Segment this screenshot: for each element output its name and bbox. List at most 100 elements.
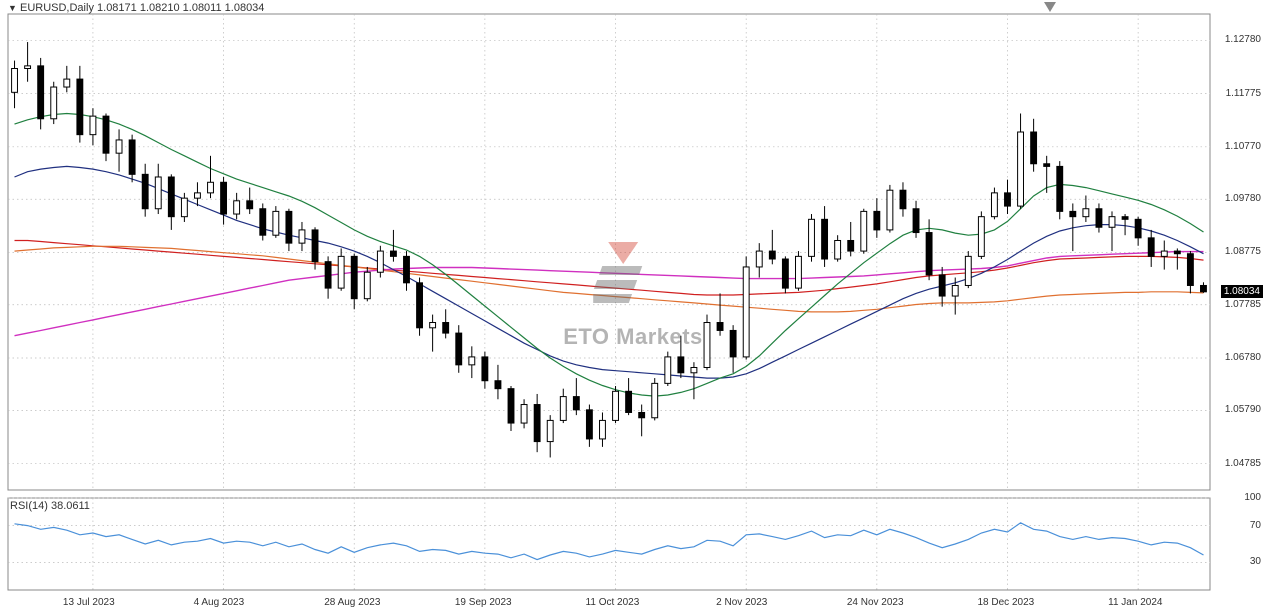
candle[interactable] (926, 233, 932, 275)
candle[interactable] (547, 420, 553, 441)
candle[interactable] (534, 405, 540, 442)
candle[interactable] (756, 251, 762, 267)
candle[interactable] (1109, 217, 1115, 228)
candle[interactable] (678, 357, 684, 373)
candle[interactable] (286, 211, 292, 243)
candle[interactable] (626, 391, 632, 412)
candle[interactable] (796, 256, 802, 288)
candle[interactable] (1005, 193, 1011, 206)
candle[interactable] (952, 285, 958, 296)
ma-navy (15, 166, 1204, 378)
chart-header: ▼ EURUSD,Daily 1.08171 1.08210 1.08011 1… (8, 2, 264, 14)
candle[interactable] (822, 219, 828, 259)
candle[interactable] (142, 174, 148, 208)
candle[interactable] (991, 193, 997, 217)
candle[interactable] (848, 240, 854, 251)
candle[interactable] (600, 420, 606, 439)
candle[interactable] (417, 283, 423, 328)
candle[interactable] (299, 230, 305, 243)
candle[interactable] (103, 116, 109, 153)
candle[interactable] (639, 412, 645, 417)
candle[interactable] (338, 256, 344, 288)
candle[interactable] (168, 177, 174, 217)
candle[interactable] (64, 79, 70, 87)
candle[interactable] (129, 140, 135, 174)
candle[interactable] (874, 211, 880, 230)
candle[interactable] (351, 256, 357, 298)
candle[interactable] (1161, 251, 1167, 256)
candle[interactable] (809, 219, 815, 256)
candle[interactable] (77, 79, 83, 135)
x-tick-label: 13 Jul 2023 (63, 597, 115, 608)
candle[interactable] (12, 69, 18, 93)
candle[interactable] (730, 330, 736, 356)
candle[interactable] (404, 256, 410, 282)
candle[interactable] (887, 190, 893, 230)
ohlc-label: 1.08171 1.08210 1.08011 1.08034 (97, 2, 264, 14)
candle[interactable] (221, 182, 227, 214)
candle[interactable] (482, 357, 488, 381)
candle[interactable] (469, 357, 475, 365)
candle[interactable] (1044, 164, 1050, 167)
candle[interactable] (939, 275, 945, 296)
candle[interactable] (861, 211, 867, 251)
candle[interactable] (325, 262, 331, 288)
x-tick-label: 28 Aug 2023 (324, 597, 380, 608)
candle[interactable] (234, 201, 240, 214)
candle[interactable] (652, 383, 658, 417)
dropdown-arrow-icon[interactable]: ▼ (8, 3, 17, 13)
price-chart[interactable] (0, 0, 1266, 610)
candle[interactable] (1201, 285, 1207, 291)
candle[interactable] (1148, 238, 1154, 257)
candle[interactable] (1187, 254, 1193, 286)
candle[interactable] (181, 198, 187, 217)
candle[interactable] (521, 405, 527, 424)
candle[interactable] (1057, 166, 1063, 211)
candle[interactable] (743, 267, 749, 357)
candle[interactable] (195, 193, 201, 198)
candle[interactable] (90, 116, 96, 135)
candle[interactable] (430, 323, 436, 328)
candle[interactable] (116, 140, 122, 153)
candle[interactable] (691, 367, 697, 372)
candle[interactable] (1174, 251, 1180, 254)
candle[interactable] (704, 323, 710, 368)
candle[interactable] (364, 272, 370, 298)
candle[interactable] (665, 357, 671, 383)
candle[interactable] (913, 209, 919, 233)
candle[interactable] (155, 177, 161, 209)
candle[interactable] (208, 182, 214, 193)
candle[interactable] (573, 397, 579, 410)
candle[interactable] (1122, 217, 1128, 220)
candle[interactable] (835, 240, 841, 259)
candle[interactable] (586, 410, 592, 439)
candle[interactable] (260, 209, 266, 235)
candle[interactable] (312, 230, 318, 262)
candle[interactable] (390, 251, 396, 256)
candle[interactable] (377, 251, 383, 272)
x-tick-label: 24 Nov 2023 (847, 597, 904, 608)
candle[interactable] (1096, 209, 1102, 228)
candle[interactable] (613, 391, 619, 420)
candle[interactable] (717, 323, 723, 331)
candle[interactable] (1031, 132, 1037, 164)
candle[interactable] (560, 397, 566, 421)
candle[interactable] (1083, 209, 1089, 217)
candle[interactable] (247, 201, 253, 209)
candle[interactable] (25, 66, 31, 69)
candle[interactable] (978, 217, 984, 257)
candle[interactable] (51, 87, 57, 119)
candle[interactable] (495, 381, 501, 389)
candle[interactable] (273, 211, 279, 235)
candle[interactable] (1018, 132, 1024, 206)
candle[interactable] (1135, 219, 1141, 238)
candle[interactable] (443, 323, 449, 334)
candle[interactable] (508, 389, 514, 423)
candle[interactable] (769, 251, 775, 259)
candle[interactable] (965, 256, 971, 285)
candle[interactable] (900, 190, 906, 209)
candle[interactable] (456, 333, 462, 365)
candle[interactable] (782, 259, 788, 288)
candle[interactable] (1070, 211, 1076, 216)
candle[interactable] (38, 66, 44, 119)
